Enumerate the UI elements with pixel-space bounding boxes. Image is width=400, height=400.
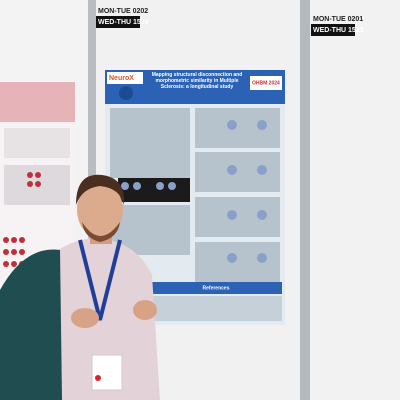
section-title: References — [203, 285, 230, 291]
hand — [71, 308, 99, 328]
pole — [300, 0, 310, 400]
brain-figure — [118, 178, 190, 202]
right-panel — [310, 0, 400, 400]
badge — [91, 354, 123, 391]
lanyard — [78, 239, 122, 321]
face — [77, 182, 123, 238]
conference-box — [250, 76, 282, 90]
sign-line: WED-THU 1524 — [98, 19, 149, 26]
hair — [76, 174, 125, 205]
sign-line: MON-TUE 0202 — [98, 8, 148, 15]
logo-box — [107, 72, 143, 84]
badge-dot — [95, 375, 101, 381]
sign-box — [311, 24, 355, 36]
references-block — [150, 296, 282, 321]
hand — [133, 300, 157, 320]
conference: OHBM 2024 — [252, 80, 280, 86]
sign-line: MON-TUE 0201 — [313, 16, 363, 23]
beard — [82, 222, 120, 242]
poster-title-box: Mapping structural disconnection and mor… — [151, 72, 243, 90]
sign-box — [96, 16, 140, 28]
brain-images — [121, 120, 267, 263]
left-poster-block — [4, 128, 70, 158]
left-poster-header — [0, 82, 75, 122]
sign-line: WED-THU 1523 — [313, 27, 364, 34]
poster-logo: NeuroX — [109, 75, 134, 82]
backpack — [0, 249, 62, 400]
section-bar — [150, 282, 282, 294]
seal — [119, 86, 133, 100]
poster-title: Mapping structural disconnection and mor… — [151, 72, 243, 90]
